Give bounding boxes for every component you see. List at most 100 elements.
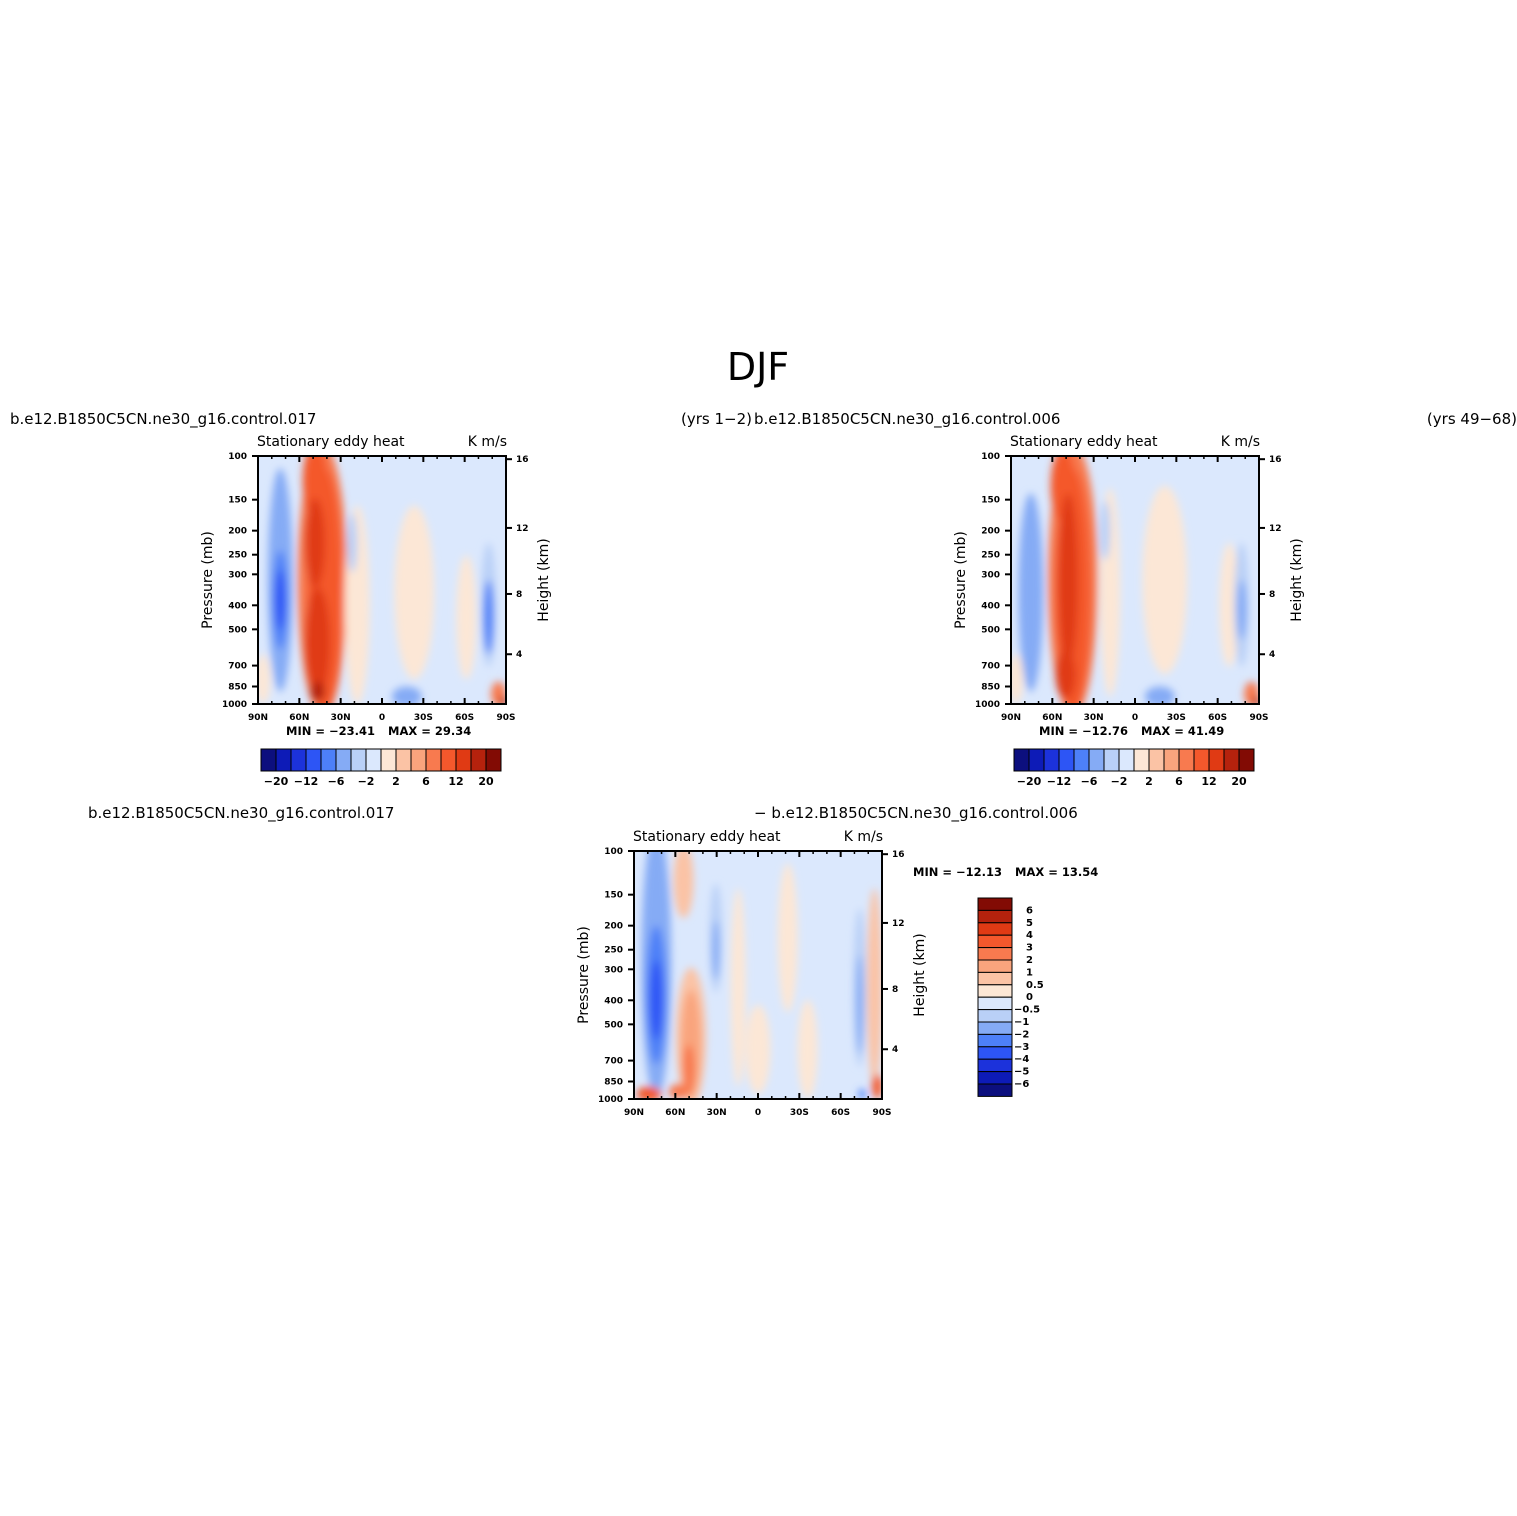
panel-2-colorbar-box (1058, 748, 1075, 772)
panel-1-colorbar-label: 6 (422, 775, 430, 788)
panel-3-colorbar-box (977, 1021, 1013, 1035)
panel-2-ytick-label: 200 (981, 527, 1000, 537)
panel-3-colorbar-label: 4 (1026, 930, 1033, 941)
panel-1-contour-region (302, 456, 328, 518)
panel-3-xtick-label: 60S (831, 1108, 850, 1118)
panel-1-xtick-label: 90N (248, 713, 268, 723)
panel-1: Stationary eddy heat K m/s 90N 60N 30N 0 30S 60… (200, 434, 552, 788)
panel-2-contour-region (1252, 696, 1259, 704)
panel-1-units: K m/s (468, 434, 507, 450)
panel-1-contour-region (456, 555, 477, 680)
panel-3-colorbar-box (977, 1009, 1013, 1023)
panel-2-colorbar-label: −2 (1111, 775, 1128, 788)
panel-3-contour-region (673, 851, 694, 918)
panel-2: Stationary eddy heat K m/s 90N 60N 30N 0 30S 60… (953, 434, 1305, 788)
panel-1-colorbar-label: 20 (478, 775, 494, 788)
panel1-years: (yrs 1−2) (681, 410, 752, 428)
panel-3-colorbar-label: 5 (1026, 918, 1033, 929)
panel-2-ytick-label: 500 (981, 625, 1000, 635)
panel-2-colorbar-box (1118, 748, 1135, 772)
panel-3-colorbar-label: −0.5 (1014, 1005, 1040, 1016)
panel-2-xtick-label: 30N (1084, 713, 1104, 723)
panel-3-ytick-label: 500 (604, 1020, 623, 1030)
panel1-case-title: b.e12.B1850C5CN.ne30_g16.control.017 (10, 410, 316, 429)
panel-3-colorbar-box (977, 947, 1013, 961)
panel-2-contour-region (1144, 686, 1175, 704)
panel-2-ytick-right-label: 8 (1269, 590, 1275, 600)
panel-2-colorbar-label: −12 (1047, 775, 1072, 788)
panel-3-ytick-label: 100 (604, 847, 623, 857)
panel-3-colorbar-label: 3 (1026, 943, 1033, 954)
panel-1-colorbar-box (455, 748, 472, 772)
panel-1-contour-region (258, 654, 271, 704)
panel-2-contour-region (1023, 550, 1039, 650)
panel-2-ytick-label: 1000 (975, 700, 1000, 710)
panel-1-contour-region (391, 686, 422, 704)
panel-1-contour-region (310, 681, 325, 702)
panel-3-contour-region (777, 863, 798, 1013)
panel-3-contour-region (650, 960, 663, 1040)
panel-2-xtick-label: 30S (1167, 713, 1186, 723)
panel-3-colorbar-box (977, 1033, 1013, 1048)
panel-1-ytick-label: 100 (228, 452, 247, 462)
panel-2-ytick-label: 700 (981, 662, 1000, 672)
panel-3-colorbar-label: 0 (1026, 992, 1033, 1003)
panel-1-xtick-label: 60S (455, 713, 474, 723)
panel-2-colorbar-label: 6 (1175, 775, 1183, 788)
panel-3-ytick-label: 400 (604, 996, 623, 1006)
panel-1-ytick-label: 1000 (222, 700, 247, 710)
panel-2-colorbar-label: 2 (1145, 775, 1153, 788)
panel-3-xtick-label: 90S (872, 1108, 891, 1118)
panel-1-ytick-label: 500 (228, 625, 247, 635)
panel-3-colorbar-box (977, 1058, 1013, 1073)
panel-1-colorbar-label: −20 (264, 775, 289, 788)
panel-3-colorbar-label: −3 (1014, 1042, 1029, 1053)
panel-3-colorbar-label: −4 (1014, 1054, 1029, 1065)
panel-1-colorbar-box (410, 748, 427, 772)
panel-2-colorbar-box (1043, 748, 1060, 772)
panel-3-ytick-label: 1000 (598, 1095, 623, 1105)
panel-2-ytick-label: 100 (981, 452, 1000, 462)
panel-1-ytick-right-label: 8 (516, 590, 522, 600)
panel-2-colorbar-label: −20 (1017, 775, 1042, 788)
panel-2-contour-region (1142, 485, 1188, 675)
panel-1-colorbar-label: −6 (328, 775, 345, 788)
panel-1-ytick-label: 200 (228, 527, 247, 537)
panel-3-colorbar-label: −1 (1014, 1017, 1029, 1028)
panel-3-contour-region (668, 1084, 689, 1099)
panel-3-xtick-label: 60N (665, 1108, 685, 1118)
panel-3-colorbar-label: −6 (1014, 1079, 1029, 1090)
panel-2-colorbar-box (1103, 748, 1120, 772)
panel-1-colorbar-box (260, 748, 277, 772)
panel-3-ytick-right-label: 8 (892, 985, 898, 995)
panel-2-units: K m/s (1221, 434, 1260, 450)
panel-3-ylabel-right: Height (km) (912, 933, 928, 1016)
panel-1-xtick-label: 60N (289, 713, 309, 723)
panel-3-ylabel: Pressure (mb) (576, 926, 592, 1024)
panel-2-title: Stationary eddy heat (1010, 434, 1158, 450)
panel-3-contour-region (867, 888, 882, 1087)
panel-1-ytick-right-label: 16 (516, 455, 529, 465)
panel-3-colorbar-label: −5 (1014, 1067, 1029, 1078)
panel-1-colorbar-box (380, 748, 397, 772)
panel-1-colorbar-box (395, 748, 412, 772)
panel-2-ylabel-right: Height (km) (1289, 538, 1305, 621)
panel-1-xtick-label: 0 (379, 713, 385, 723)
panel-3-colorbar-box (977, 971, 1013, 986)
panel-2-contour-region (1055, 649, 1076, 700)
panel-3-max-label: MAX = 13.54 (1015, 865, 1098, 879)
panel-1-xtick-label: 90S (496, 713, 515, 723)
panel-3-contour-region (797, 999, 818, 1099)
panel-3-colorbar-box (977, 922, 1013, 936)
panel-2-ytick-label: 400 (981, 601, 1000, 611)
panel-3-contour-region (712, 920, 720, 980)
panel-1-ytick-label: 150 (228, 496, 247, 506)
panel-2-colorbar-box (1028, 748, 1045, 772)
panel-3-ytick-label: 700 (604, 1057, 623, 1067)
panel-2-contour-region (1236, 580, 1247, 640)
panel-3-contour-region (730, 888, 746, 1087)
panel-3-xtick-label: 90N (624, 1108, 644, 1118)
panel-3-contour-region (636, 1086, 662, 1099)
